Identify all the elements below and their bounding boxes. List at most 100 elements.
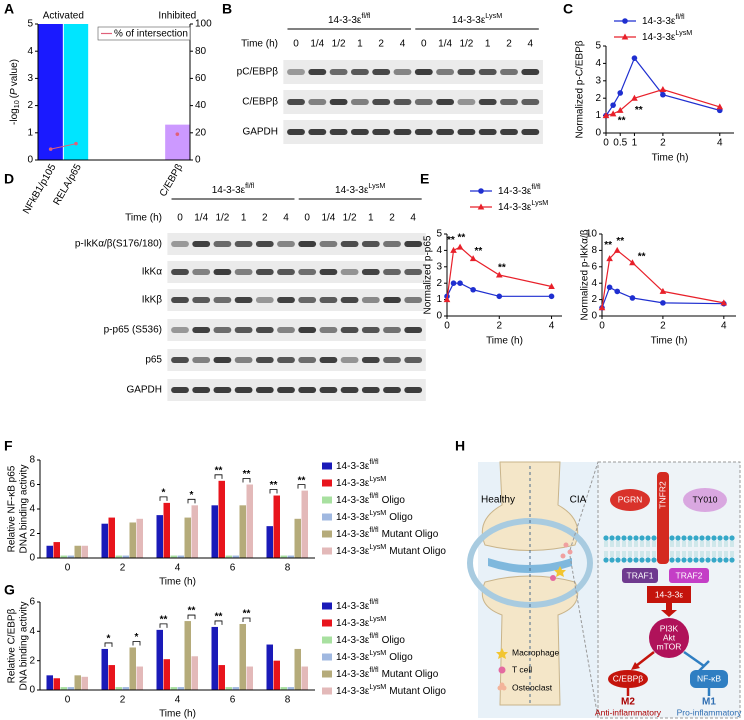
y-axis-label-part: value) xyxy=(9,59,20,86)
group-label: 14-3-3εLysM xyxy=(335,181,385,196)
lipid-head xyxy=(687,557,693,563)
row-label: GAPDH xyxy=(126,385,162,396)
y-tick-label: 0 xyxy=(27,155,33,166)
y-tick-label: 2 xyxy=(436,278,442,289)
bar xyxy=(156,515,163,558)
panel-label: F xyxy=(4,438,13,454)
y-axis-label-part: P xyxy=(9,88,20,95)
group-label-part: 14-3-3ε xyxy=(212,185,246,196)
blot-band xyxy=(319,269,338,275)
legend-text-part: Oligo xyxy=(389,652,413,663)
lipid-tail xyxy=(622,541,626,557)
blot-band xyxy=(319,387,338,393)
legend-text: 14-3-3εLysM xyxy=(336,474,386,489)
blot-band xyxy=(340,357,359,363)
blot-band xyxy=(308,69,327,75)
time-point: 2 xyxy=(378,39,384,50)
legend-swatch xyxy=(322,602,332,610)
blot-band xyxy=(308,99,327,105)
legend-text: 14-3-3εLysM Oligo xyxy=(336,648,413,663)
blot-band xyxy=(192,327,211,333)
blot-band xyxy=(287,129,305,135)
panel-label: C xyxy=(563,1,573,17)
bar xyxy=(211,626,218,690)
x-tick-label: 4 xyxy=(717,138,723,149)
bracket xyxy=(214,620,223,625)
time-point: 0 xyxy=(293,39,299,50)
bar xyxy=(46,675,53,690)
annotation: ** xyxy=(298,475,306,486)
series-line xyxy=(446,246,552,300)
time-point: 1/4 xyxy=(310,39,324,50)
point xyxy=(720,299,728,306)
lipid-head xyxy=(627,535,633,541)
bar xyxy=(225,555,232,558)
blot-band xyxy=(213,269,232,275)
blot-strip xyxy=(167,379,426,401)
blot-band xyxy=(393,129,412,135)
legend-text: 14-3-3εfl/fl xyxy=(498,182,541,197)
legend-text-part: 14-3-3ε xyxy=(336,529,370,540)
group-label-part: fl/fl xyxy=(245,181,255,190)
blot-band xyxy=(255,387,274,393)
x-tick-label: 6 xyxy=(230,563,236,574)
time-point: 1/2 xyxy=(343,213,357,224)
lipid-head xyxy=(699,535,705,541)
bar xyxy=(108,517,115,558)
axis-line xyxy=(446,234,562,317)
time-point: 1/2 xyxy=(332,39,346,50)
legend-box xyxy=(97,26,191,41)
time-point: 1/2 xyxy=(459,39,473,50)
lipid-head xyxy=(639,557,645,563)
bar xyxy=(163,659,170,690)
blot-band xyxy=(213,357,232,363)
bar xyxy=(67,555,74,558)
group-label: 14-3-3εLysM xyxy=(452,11,502,26)
lipid-tail xyxy=(652,541,656,557)
bar xyxy=(225,687,232,690)
lipid-head xyxy=(615,535,621,541)
traf1-shape xyxy=(622,568,658,583)
legend-text-part: Oligo xyxy=(382,495,406,506)
y-tick-label: 4 xyxy=(436,245,442,256)
legend-text-part: 14-3-3ε xyxy=(336,652,370,663)
legend-swatch xyxy=(322,636,332,644)
lipid-head xyxy=(717,557,723,563)
bar xyxy=(246,484,253,558)
y2-tick-label: 20 xyxy=(195,127,207,138)
bar xyxy=(191,656,198,690)
bar xyxy=(294,518,301,558)
bar xyxy=(74,545,81,558)
y-axis-label-part: ( xyxy=(9,94,20,98)
y-tick-label: 1 xyxy=(27,127,33,138)
blot-band xyxy=(393,99,412,105)
point xyxy=(598,304,606,311)
y-tick-label: 1 xyxy=(436,294,442,305)
blot-band xyxy=(319,241,338,247)
time-point: 2 xyxy=(506,39,512,50)
panel-label: H xyxy=(455,438,465,454)
group-label-part: 14-3-3ε xyxy=(335,185,369,196)
osteoclast-dot xyxy=(567,549,573,555)
blot-band xyxy=(521,69,540,75)
blot-band xyxy=(319,357,338,363)
blot-band xyxy=(393,69,412,75)
blot-band xyxy=(404,269,423,275)
point xyxy=(610,102,616,108)
series-line xyxy=(601,286,724,309)
bar xyxy=(170,555,177,558)
bar xyxy=(63,24,89,160)
ty010-shape xyxy=(683,488,727,512)
blot-band xyxy=(329,69,348,75)
blot-band xyxy=(277,269,295,275)
blot-band xyxy=(372,129,391,135)
time-point: 1 xyxy=(357,39,363,50)
legend-text: 14-3-3εLysM Mutant Oligo xyxy=(336,542,446,557)
y-tick-label: 3 xyxy=(595,75,601,86)
x-tick-label: 2 xyxy=(660,138,666,149)
y2-tick-label: 0 xyxy=(195,155,201,166)
diagram-label: TRAF1 xyxy=(627,570,654,580)
line-point xyxy=(175,132,180,136)
y-axis-label-part: -log xyxy=(9,108,20,125)
legend-text-part: Oligo xyxy=(389,512,413,523)
